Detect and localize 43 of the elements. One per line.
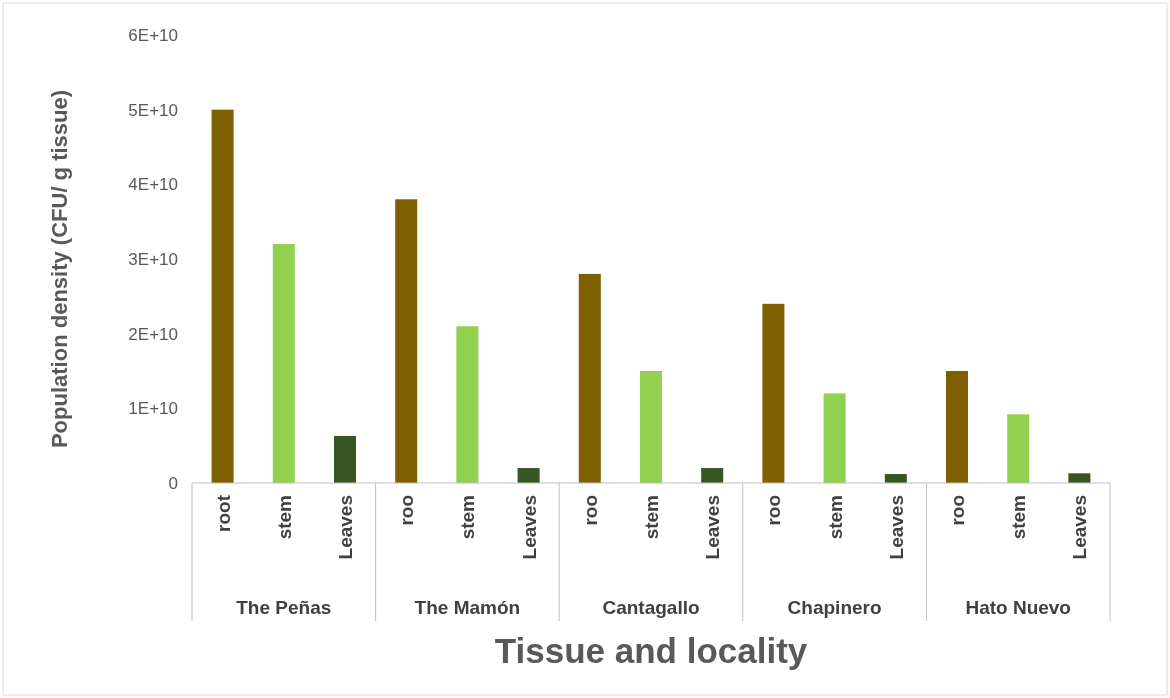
x-tick-label: stem	[457, 495, 479, 540]
bar	[1068, 473, 1091, 483]
bar	[639, 371, 663, 483]
bar	[823, 393, 846, 483]
x-tick-label: roo	[396, 495, 418, 526]
y-tick-label: 5E+10	[128, 100, 178, 120]
bar	[1007, 414, 1030, 483]
bar	[456, 326, 479, 483]
x-tick-label: Leaves	[885, 495, 907, 560]
x-tick-label: Leaves	[1069, 495, 1091, 560]
text: The Peñas	[236, 597, 332, 618]
y-tick-label: 1E+10	[128, 399, 178, 419]
text: Hato Nuevo	[965, 597, 1071, 618]
text: Cantagallo	[602, 597, 700, 618]
y-tick-label: 3E+10	[128, 249, 178, 269]
y-tick-label: 2E+10	[128, 324, 178, 344]
x-tick-label: roo	[947, 495, 968, 526]
bar	[272, 244, 295, 483]
x-tick-label: stem	[1008, 495, 1030, 540]
x-tick-label: stem	[273, 495, 295, 540]
bar	[701, 468, 724, 483]
x-tick-label: roo	[763, 495, 785, 526]
text: Chapinero	[787, 597, 882, 618]
x-tick-label: Leaves	[518, 495, 540, 560]
x-tick-label: Leaves	[702, 495, 724, 560]
x-tick-label: stem	[641, 495, 662, 540]
x-axis-title: Tissue and locality	[494, 631, 808, 670]
x-tick-label: root	[212, 494, 234, 532]
x-tick-label: stem	[824, 495, 846, 540]
bar	[395, 199, 418, 483]
bar	[578, 273, 601, 483]
x-tick-label: roo	[579, 495, 601, 526]
y-tick-label: 6E+10	[128, 25, 178, 45]
y-tick-label: 0	[168, 473, 178, 493]
x-tick-label: Leaves	[335, 495, 356, 560]
bar	[945, 371, 969, 483]
y-axis-title: Population density (CFU/ g tissue)	[47, 89, 72, 449]
bar	[517, 468, 540, 483]
y-tick-label: 4E+10	[128, 175, 178, 195]
bar	[333, 435, 357, 483]
bar	[211, 109, 234, 483]
text: The Mamón	[414, 597, 521, 618]
bar	[762, 303, 785, 483]
